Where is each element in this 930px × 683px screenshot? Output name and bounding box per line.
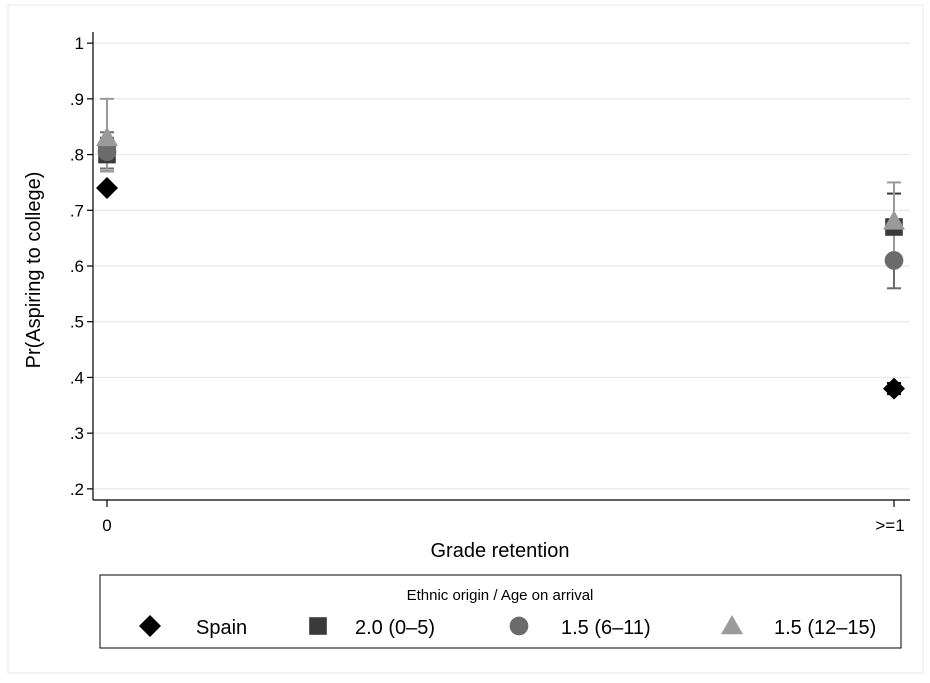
data-point [97,142,117,162]
y-tick-label: .4 [70,368,84,387]
y-tick-label: 1 [75,34,84,53]
legend-marker [721,615,743,635]
legend: Ethnic origin / Age on arrival Spain 2.0 … [99,574,902,649]
legend-label: 2.0 (0–5) [355,617,435,639]
y-tick-label: .8 [70,146,84,165]
x-axis-label: Grade retention [431,540,570,562]
data-point [884,251,904,270]
x-tick-label: >=1 [875,516,904,535]
data-markers [96,126,905,400]
y-tick-label: .6 [70,257,84,276]
legend-marker [509,616,529,636]
legend-title: Ethnic origin / Age on arrival [407,587,594,604]
x-tick-label: 0 [102,516,111,535]
legend-marker [309,617,327,635]
data-point [883,210,905,230]
legend-label: 1.5 (6–11) [561,617,651,639]
y-tick-label: .5 [70,313,84,332]
x-ticks: 0 >=1 [102,500,905,535]
data-point [883,377,905,400]
legend-label: Spain [196,617,247,639]
grid-layer [94,42,910,490]
data-point [96,177,118,199]
y-tick-label: .9 [70,90,84,109]
y-tick-label: .7 [70,201,84,220]
y-tick-label: .3 [70,424,84,443]
y-ticks: .2 .3 .4 .5 .6 .7 .8 .9 1 [70,34,93,499]
data-point [96,126,118,147]
legend-marker [139,615,161,637]
y-tick-label: .2 [70,480,84,499]
legend-label: 1.5 (12–15) [774,617,876,639]
legend-items: Spain 2.0 (0–5) 1.5 (6–11) 1.5 (12–15) [139,615,876,639]
y-axis-label: Pr(Aspiring to college) [23,172,45,369]
legend-box [99,574,902,649]
chart-background [7,4,924,674]
